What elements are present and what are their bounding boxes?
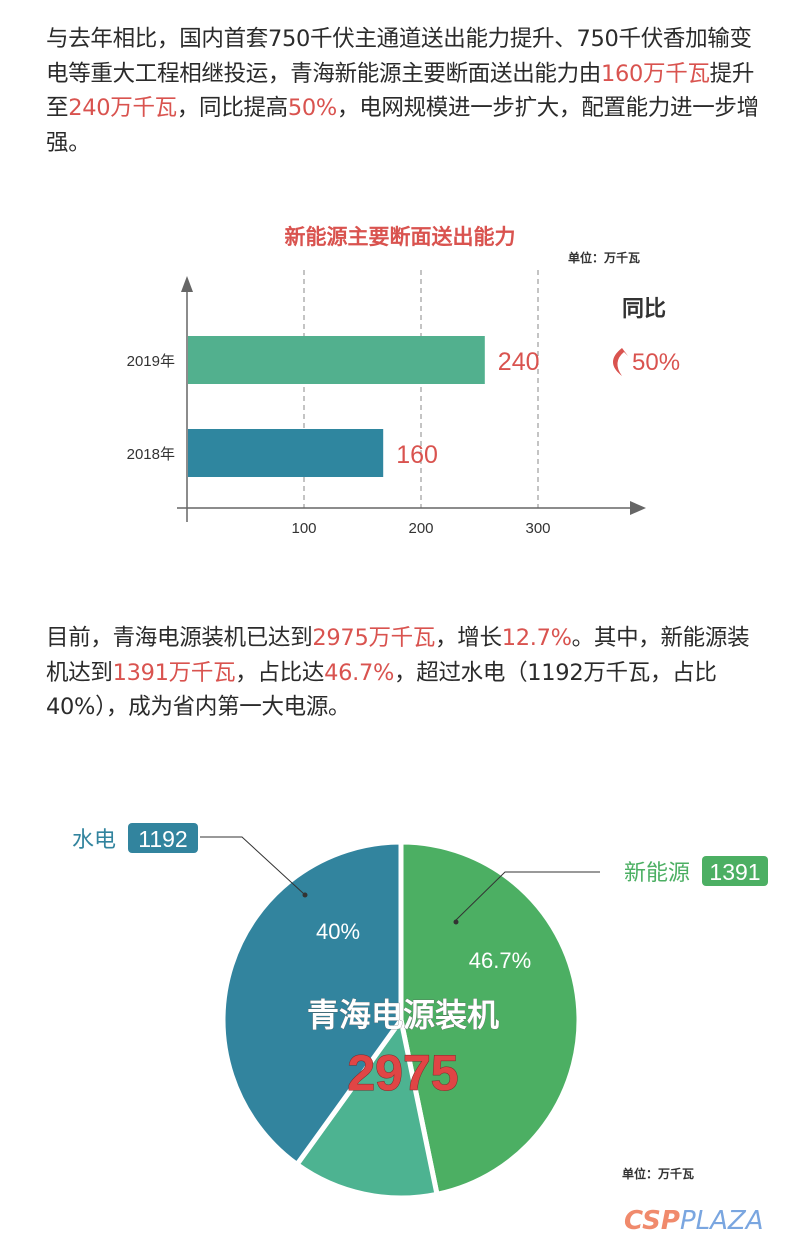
highlight: 160万千瓦: [601, 60, 710, 87]
leader-line: [455, 871, 600, 921]
center-title: 青海电源装机: [307, 997, 499, 1033]
leader-line: [200, 836, 305, 895]
highlight: 46.7%: [324, 659, 395, 686]
highlight: 12.7%: [501, 625, 572, 651]
category-label: 2019年: [127, 353, 175, 370]
yoy-value: 50%: [632, 349, 680, 376]
highlight: 2975万千瓦: [312, 625, 436, 651]
intro-paragraph: 与去年相比，国内首套750千伏主通道送出能力提升、750千伏香加输变电等重大工程…: [46, 22, 766, 160]
percent-label: 40%: [316, 919, 360, 944]
leader-dot: [302, 892, 308, 898]
text: ，占比达: [235, 659, 325, 686]
text: ，增长: [435, 625, 502, 651]
x-tick-label: 100: [291, 520, 316, 537]
chart-title: 新能源主要断面送出能力: [285, 225, 516, 249]
highlight: 240万千瓦: [68, 95, 177, 121]
text: 目前，青海电源装机已达到: [46, 625, 313, 651]
unit-label: 单位：万千瓦: [568, 250, 640, 265]
capacity-paragraph: 目前，青海电源装机已达到2975万千瓦，增长12.7%。其中，新能源装机达到13…: [46, 621, 766, 725]
highlight: 1391万千瓦: [112, 659, 236, 686]
text: ，超过水电（1192万千瓦，占比40%），成为省内第一大电源。: [46, 659, 717, 721]
center-total: 2975: [347, 1045, 458, 1101]
value-label: 160: [396, 441, 438, 469]
text: 提升至: [46, 60, 755, 122]
pie-slice-新能源: [398, 839, 582, 1198]
text: ，电网规模进一步扩大，配置能力进一步增强。: [46, 95, 759, 156]
value-label: 240: [498, 348, 540, 376]
legend-label: 新能源: [624, 860, 690, 885]
y-axis-arrow-icon: [181, 276, 193, 292]
pie-chart: 46.7% 40% 新能源 1391 水电 1192 青海电源装机 2975 单位：万千瓦: [72, 823, 768, 1201]
category-label: 2018年: [127, 446, 175, 463]
text: 。其中，新能源装机达到: [46, 625, 750, 686]
bar-2018年: [188, 429, 384, 477]
value-badge-text: 1192: [138, 826, 187, 852]
x-tick-label: 200: [408, 520, 433, 537]
yoy-label: 同比: [622, 296, 666, 321]
unit-label: 单位：万千瓦: [622, 1166, 694, 1181]
bar-2019年: [188, 336, 485, 384]
text: ，同比提高: [176, 95, 288, 121]
value-badge: [128, 823, 198, 853]
up-arrow-icon: [613, 348, 628, 376]
value-badge-text: 1391: [709, 859, 760, 885]
legend-label: 水电: [72, 827, 116, 852]
leader-dot: [453, 919, 459, 925]
value-badge: [702, 856, 768, 886]
text: 与去年相比，国内首套750千伏主通道送出能力提升、750千伏香加输变电等重大工程…: [46, 26, 752, 87]
highlight: 50%: [287, 95, 337, 121]
watermark-logo: CSPPLAZA: [624, 1206, 764, 1236]
x-tick-label: 300: [525, 520, 550, 537]
pie-slice-other: [293, 1013, 440, 1201]
percent-label: 46.7%: [469, 948, 531, 973]
x-axis-arrow-icon: [630, 501, 646, 515]
pie-slice-水电: [220, 839, 404, 1168]
